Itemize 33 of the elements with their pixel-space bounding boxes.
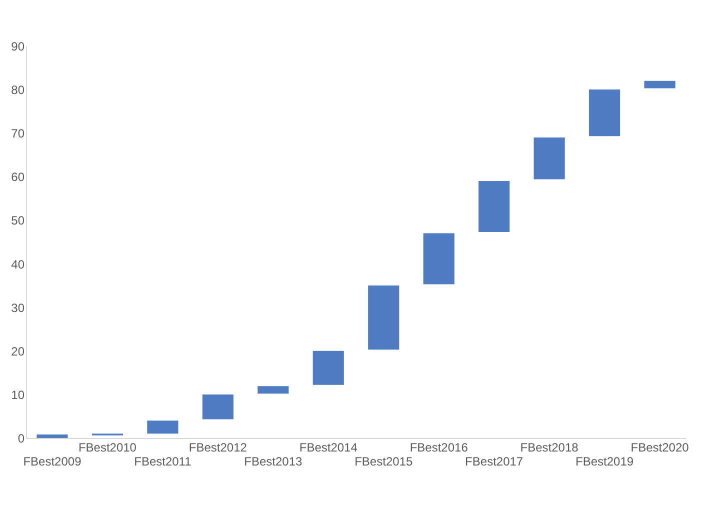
y-tick-label: 90 <box>11 40 25 54</box>
bar <box>534 137 565 180</box>
x-tick-label: FBest2010 <box>78 440 137 454</box>
bar <box>423 233 454 284</box>
y-tick-label: 20 <box>11 344 25 358</box>
bar <box>368 286 400 350</box>
bar <box>147 420 178 434</box>
x-tick-label: FBest2012 <box>188 440 248 454</box>
bar <box>589 90 620 136</box>
x-tick-label: FBest2015 <box>354 454 413 468</box>
bar <box>36 434 68 438</box>
y-tick-label: 50 <box>11 214 25 228</box>
bar <box>202 394 234 420</box>
y-tick-label: 60 <box>11 170 25 184</box>
y-tick-label: 40 <box>11 257 25 272</box>
x-tick-label: FBest2009 <box>23 454 82 468</box>
bar <box>478 181 510 232</box>
x-tick-label: FBest2013 <box>244 454 302 468</box>
y-tick-label: 30 <box>11 300 25 315</box>
y-tick-label: 0 <box>18 432 25 446</box>
y-tick-label: 70 <box>11 126 25 141</box>
x-tick-label: FBest2016 <box>410 440 468 454</box>
x-tick-label: FBest2017 <box>465 454 524 468</box>
y-tick-label: 10 <box>11 388 25 402</box>
x-tick-label: FBest2019 <box>576 454 634 468</box>
x-tick-label: FBest2011 <box>134 454 192 468</box>
x-tick-label: FBest2018 <box>520 440 579 454</box>
y-tick-label: 80 <box>11 83 25 98</box>
bar <box>644 80 676 88</box>
bar <box>312 350 344 385</box>
x-tick-label: FBest2020 <box>630 440 690 454</box>
x-tick-label: FBest2014 <box>299 440 358 454</box>
bar <box>258 386 289 394</box>
